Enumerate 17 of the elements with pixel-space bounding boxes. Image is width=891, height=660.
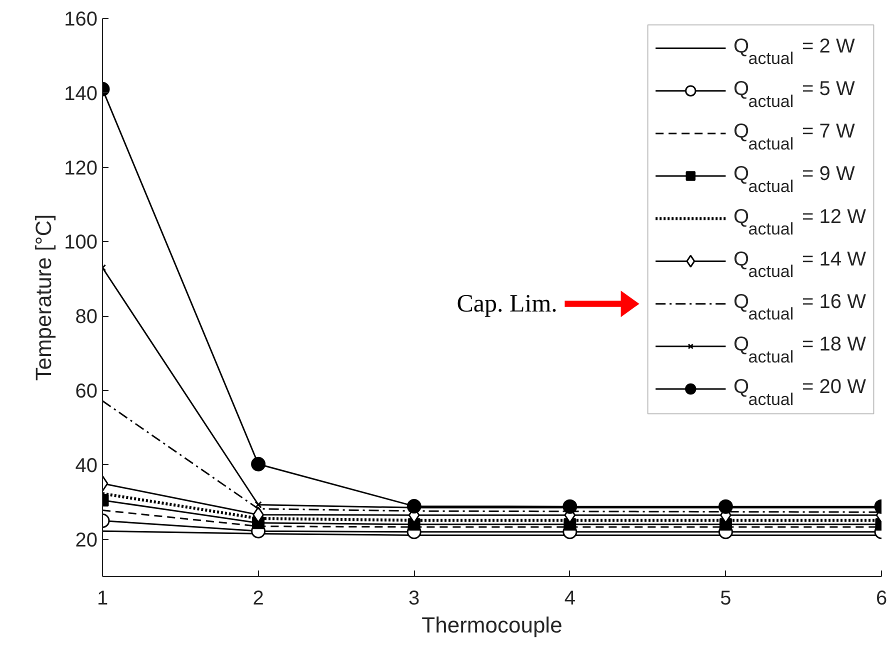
x-tick-label: 4 (564, 588, 576, 610)
x-tick-label: 3 (408, 588, 420, 610)
x-tick-label: 5 (720, 588, 732, 610)
y-tick-label: 100 (64, 232, 98, 254)
y-tick-label: 120 (64, 157, 98, 180)
y-tick-label: 140 (64, 82, 98, 105)
x-tick-label: 1 (96, 588, 108, 610)
x-tick-label: 6 (876, 588, 888, 610)
y-axis-title: Temperature [°C] (31, 214, 56, 381)
y-tick-label: 40 (75, 454, 98, 477)
annotation: Cap. Lim. (456, 290, 558, 318)
y-tick-label: 160 (64, 8, 98, 30)
y-tick-label: 60 (75, 380, 98, 402)
y-tick-label: 20 (75, 529, 98, 552)
y-tick-label: 80 (75, 306, 98, 328)
x-tick-label: 2 (252, 588, 264, 610)
x-axis-title: Thermocouple (422, 612, 562, 638)
